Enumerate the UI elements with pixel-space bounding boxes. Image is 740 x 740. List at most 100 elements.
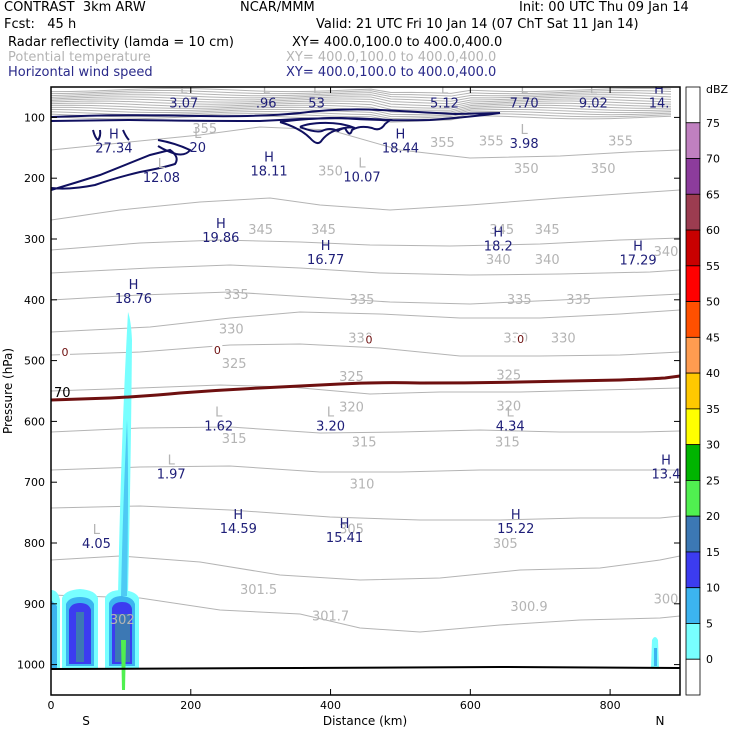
x-axis-title: Distance (km) — [323, 714, 407, 728]
theta-label-33: 301.5 — [240, 583, 277, 598]
zero-label-bg-2 — [363, 334, 374, 346]
theta-label-36: 300 — [654, 592, 679, 607]
theta-label-13: 340 — [654, 245, 679, 260]
theta-label-31: 305 — [339, 523, 364, 538]
wind-value-2: 53 — [308, 96, 325, 111]
refl-column-1-mid — [51, 600, 57, 668]
refl-column-3-center — [115, 614, 130, 662]
wind-marker-6: H — [654, 82, 664, 97]
wind-contour-small-1 — [92, 129, 102, 142]
refl-column-3-peak — [121, 640, 126, 690]
wind-value-21: 4.34 — [496, 419, 525, 434]
colorbar-unit: dBZ — [706, 83, 729, 96]
field-xy-theta: XY= 400.0,100.0 to 400.0,400.0 — [286, 50, 497, 65]
zero-label-1: 0 — [214, 344, 221, 357]
y-axis-title: Pressure (hPa) — [1, 348, 15, 434]
theta-upper-line-10 — [51, 108, 672, 118]
theta-upper-line-2 — [51, 92, 672, 100]
zero-label-bg-3 — [515, 334, 526, 346]
theta-upper-line-1 — [51, 90, 672, 97]
theta-label-2: 355 — [479, 135, 504, 150]
colorbar-swatch-2 — [685, 158, 701, 195]
field-name-wind: Horizontal wind speed — [8, 65, 153, 80]
theta-line-9 — [51, 465, 680, 473]
wind-value-4: 7.70 — [510, 96, 539, 111]
zero-labels: 0 0 0 0 — [59, 333, 526, 359]
theta-label-11: 340 — [486, 253, 511, 268]
y-tick-label-8: 900 — [24, 598, 45, 611]
wind-value-6: 14. — [649, 96, 670, 111]
wind-marker-10: L — [521, 123, 529, 138]
colorbar-swatch-13 — [685, 551, 701, 589]
theta-label-15: 335 — [350, 293, 375, 308]
y-tick-label-6: 700 — [24, 476, 45, 489]
theta-line-7 — [51, 384, 680, 395]
theta-line-6 — [51, 343, 680, 357]
colorbar-label-7: 40 — [706, 367, 720, 380]
y-tick-label-0: 100 — [24, 111, 45, 124]
wind-value-17: 17.29 — [619, 253, 656, 268]
colorbar-swatch-8 — [685, 372, 701, 410]
theta-label-35: 300.9 — [510, 600, 547, 615]
theta-line-8 — [51, 426, 680, 434]
wind-marker-0: L — [180, 82, 188, 97]
colorbar-label-11: 20 — [706, 510, 720, 523]
colorbar-label-6: 45 — [706, 331, 720, 344]
theta-label-8: 345 — [311, 223, 336, 238]
theta-contours — [51, 126, 680, 633]
wind-value-27: 4.05 — [82, 537, 111, 552]
wind-value-19: 1.62 — [204, 419, 233, 434]
wind-marker-17: H — [633, 239, 643, 254]
y-tick-label-5: 600 — [24, 415, 45, 428]
wind-marker-13: L — [358, 156, 366, 171]
colorbar-swatch-11 — [685, 480, 701, 517]
wind-value-7: 27.34 — [95, 141, 132, 156]
colorbar-swatch-5 — [685, 265, 701, 302]
wind-marker-23: H — [661, 454, 671, 469]
y-tick-label-7: 800 — [24, 537, 45, 550]
theta-line-11 — [51, 555, 680, 581]
zero-label-bg-0 — [59, 346, 70, 358]
x-tick-label-4: 800 — [600, 699, 621, 712]
x-end-south: S — [82, 714, 90, 728]
y-tick-label-1: 200 — [24, 172, 45, 185]
theta-upper-line-4 — [51, 96, 672, 105]
colorbar-label-10: 25 — [706, 474, 720, 487]
colorbar-label-2: 65 — [706, 188, 720, 201]
forecast-hour: Fcst: 45 h — [4, 17, 77, 32]
wind-value-9: 18.44 — [382, 141, 419, 156]
theta-label-26: 320 — [496, 400, 521, 415]
wind-value-5: 9.02 — [579, 96, 608, 111]
colorbar-label-9: 30 — [706, 439, 720, 452]
theta-label-34: 301.7 — [312, 610, 349, 625]
wind-marker-5: L — [590, 82, 598, 97]
theta-line-3 — [51, 264, 680, 276]
theta-upper-line-6 — [51, 100, 672, 109]
org-title: NCAR/MMM — [240, 0, 315, 15]
wind-value-26: 15.22 — [497, 522, 534, 537]
colorbar-label-3: 60 — [706, 224, 720, 237]
colorbar-label-8: 35 — [706, 403, 720, 416]
y-tick-label-3: 400 — [24, 294, 45, 307]
colorbar-label-15: 0 — [706, 653, 713, 666]
colorbar-swatch-1 — [685, 122, 701, 159]
wind-value-16: 16.77 — [307, 253, 344, 268]
zero-label-3: 0 — [517, 333, 524, 346]
theta-label-28: 315 — [352, 435, 377, 450]
theta-label-9: 345 — [489, 223, 514, 238]
colorbar-label-0: 75 — [706, 117, 720, 130]
wind-marker-7: H — [109, 127, 119, 142]
reflectivity-columns — [51, 312, 659, 690]
colorbar-label-13: 10 — [706, 582, 720, 595]
wind-contour-20-upper — [51, 108, 501, 123]
theta-label-6: 350 — [591, 162, 616, 177]
theta-label-24: 325 — [496, 368, 521, 383]
x-tick-label-1: 200 — [180, 699, 201, 712]
x-tick-label-2: 400 — [320, 699, 341, 712]
wind-value-24: 14.59 — [220, 522, 257, 537]
wind-value-25: 15.41 — [326, 531, 363, 546]
theta-upper-line-12 — [51, 113, 672, 121]
wind-marker-27: L — [93, 523, 101, 538]
wind-marker-18: H — [129, 278, 139, 293]
